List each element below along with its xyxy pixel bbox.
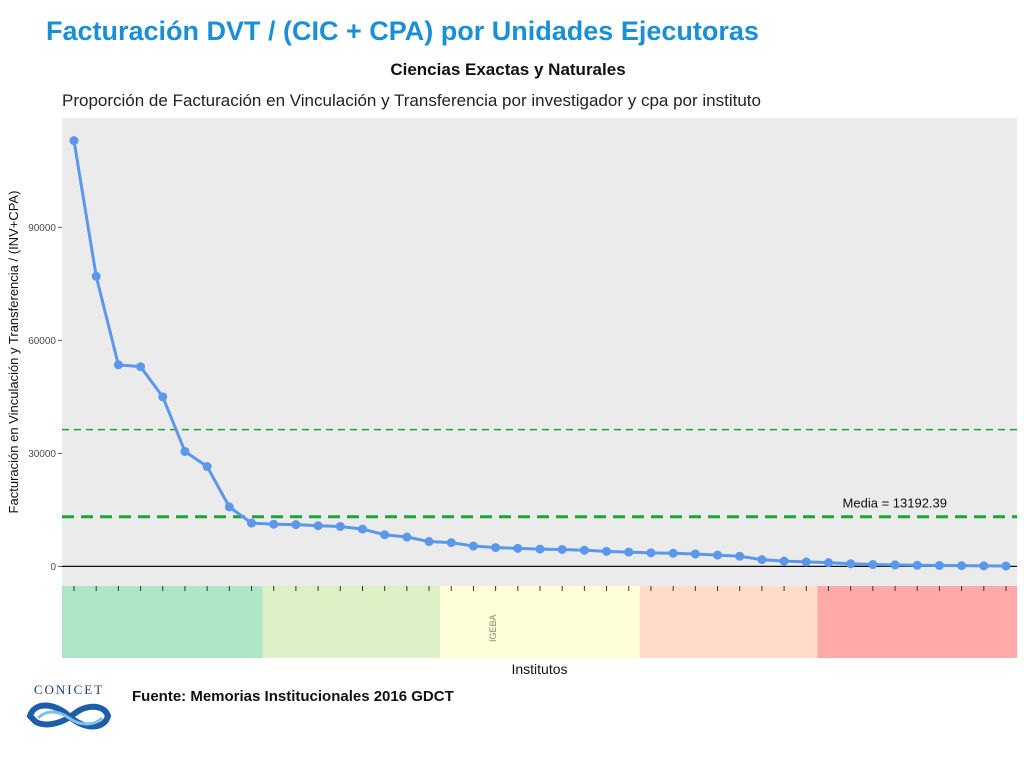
category-band [817,586,1017,658]
y-tick-label: 0 [50,562,56,573]
data-point [446,538,456,548]
data-point [868,560,878,570]
data-point [646,548,656,558]
data-point [468,541,478,551]
data-point [1001,561,1011,571]
category-band [440,586,640,658]
band-label: IGEBA [488,614,498,642]
data-point [335,521,345,531]
data-point [357,524,367,534]
data-point [557,544,567,554]
data-point [801,557,811,567]
data-point [735,551,745,561]
source-note: Fuente: Memorias Institucionales 2016 GD… [132,688,454,705]
data-point [823,558,833,568]
infinity-logo-icon [26,702,112,730]
category-band [62,586,263,658]
data-point [380,530,390,540]
data-point [779,556,789,566]
y-axis-label: Facturación en Vinculación y Transferenc… [6,191,21,514]
data-point [690,549,700,559]
logo-text: CONICET [33,682,105,697]
data-point [912,560,922,570]
y-tick-label: 60000 [28,336,56,347]
data-point [513,543,523,553]
category-band [639,586,818,658]
data-point [291,520,301,530]
data-point [224,502,234,512]
data-point [713,550,723,560]
data-point [69,136,79,146]
x-axis-label: Institutos [511,661,567,677]
data-point [136,362,146,372]
data-point [269,519,279,529]
data-point [602,546,612,556]
category-band [262,586,441,658]
data-point [934,560,944,570]
conicet-logo: CONICET [24,682,114,739]
data-point [535,544,545,554]
data-point [313,521,323,531]
plot-panel [62,118,1017,586]
slide-subtitle: Ciencias Exactas y Naturales [390,60,626,79]
data-point [957,561,967,571]
data-point [424,537,434,547]
data-point [624,547,634,557]
mean-label: Media = 13192.39 [843,496,947,511]
data-point [491,543,501,553]
data-point [113,360,123,370]
data-point [757,555,767,565]
data-point [91,271,101,281]
data-point [180,446,190,456]
data-point [247,518,257,528]
data-point [202,462,212,472]
data-point [158,392,168,402]
data-point [579,545,589,555]
data-point [979,561,989,571]
data-point [846,559,856,569]
data-point [402,532,412,542]
data-point [890,560,900,570]
y-tick-label: 90000 [28,223,56,234]
slide-title: Facturación DVT / (CIC + CPA) por Unidad… [46,16,759,46]
chart-title: Proporción de Facturación en Vinculación… [62,91,761,110]
y-tick-label: 30000 [28,449,56,460]
data-point [668,548,678,558]
